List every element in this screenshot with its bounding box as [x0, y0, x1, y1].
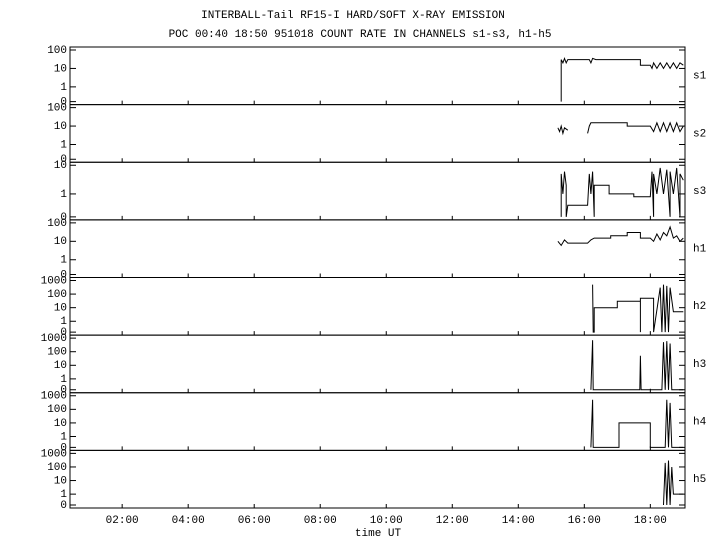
y-tick-label: 1 — [60, 431, 67, 443]
chart-subtitle: POC 00:40 18:50 951018 COUNT RATE IN CHA… — [169, 29, 552, 41]
y-tick-label: 100 — [47, 289, 67, 301]
y-tick-label: 1000 — [41, 275, 67, 287]
y-tick-label: 0 — [60, 97, 67, 109]
panel-label: s1 — [693, 71, 707, 83]
data-line — [560, 56, 684, 102]
panel-label: h4 — [693, 416, 707, 428]
x-tick-label: 06:00 — [238, 515, 271, 527]
y-tick-label: 100 — [47, 103, 67, 115]
panel-frame — [69, 46, 686, 106]
panel-label: h1 — [693, 244, 707, 256]
y-tick-label: 0 — [60, 385, 67, 397]
x-tick-label: 04:00 — [172, 515, 205, 527]
chart-title: INTERBALL-Tail RF15-I HARD/SOFT X-RAY EM… — [201, 10, 505, 22]
y-tick-label: 1 — [60, 374, 67, 386]
y-tick-label: 1 — [60, 82, 67, 94]
y-tick-label: 1 — [60, 139, 67, 151]
data-line — [560, 167, 684, 217]
x-tick-label: 10:00 — [370, 515, 403, 527]
x-tick-label: 02:00 — [106, 515, 139, 527]
panel-label: s2 — [693, 128, 706, 140]
x-tick-label: 08:00 — [304, 515, 337, 527]
y-tick-label: 100 — [47, 347, 67, 359]
y-tick-label: 10 — [54, 160, 67, 172]
data-line — [590, 340, 684, 391]
panel-label: h3 — [693, 359, 706, 371]
x-tick-label: 12:00 — [436, 515, 469, 527]
x-axis-label: time UT — [355, 528, 402, 540]
y-tick-label: 0 — [60, 500, 67, 512]
panel-label: s3 — [693, 186, 706, 198]
x-tick-label: 18:00 — [634, 515, 667, 527]
y-tick-label: 0 — [60, 442, 67, 454]
y-tick-label: 100 — [47, 404, 67, 416]
y-tick-label: 0 — [60, 212, 67, 224]
y-tick-label: 100 — [47, 45, 67, 57]
panel-label: h5 — [693, 474, 706, 486]
panel-frame — [69, 104, 686, 163]
y-tick-label: 10 — [54, 303, 67, 315]
y-tick-label: 100 — [47, 218, 67, 230]
y-tick-label: 1 — [60, 255, 67, 267]
y-tick-label: 10 — [54, 236, 67, 248]
panel-label: h2 — [693, 301, 706, 313]
y-tick-label: 1 — [60, 189, 67, 201]
panel-frame — [69, 161, 686, 221]
panel-frame — [69, 219, 686, 278]
data-line — [557, 121, 684, 136]
y-tick-label: 1000 — [41, 391, 67, 403]
x-tick-label: 14:00 — [502, 515, 535, 527]
y-tick-label: 0 — [60, 327, 67, 339]
data-line — [663, 460, 684, 506]
y-tick-label: 10 — [54, 63, 67, 75]
y-tick-label: 10 — [54, 360, 67, 372]
x-tick-label: 16:00 — [568, 515, 601, 527]
y-tick-label: 0 — [60, 269, 67, 281]
y-tick-label: 1000 — [41, 448, 67, 460]
y-tick-label: 100 — [47, 462, 67, 474]
data-line — [557, 225, 684, 247]
y-tick-label: 10 — [54, 121, 67, 133]
data-line — [592, 284, 684, 333]
panel-frame — [69, 449, 686, 509]
y-tick-label: 1 — [60, 489, 67, 501]
y-tick-label: 10 — [54, 475, 67, 487]
y-tick-label: 1000 — [41, 333, 67, 345]
y-tick-label: 1 — [60, 316, 67, 328]
y-tick-label: 10 — [54, 418, 67, 430]
data-line — [590, 399, 684, 448]
y-tick-label: 0 — [60, 154, 67, 166]
